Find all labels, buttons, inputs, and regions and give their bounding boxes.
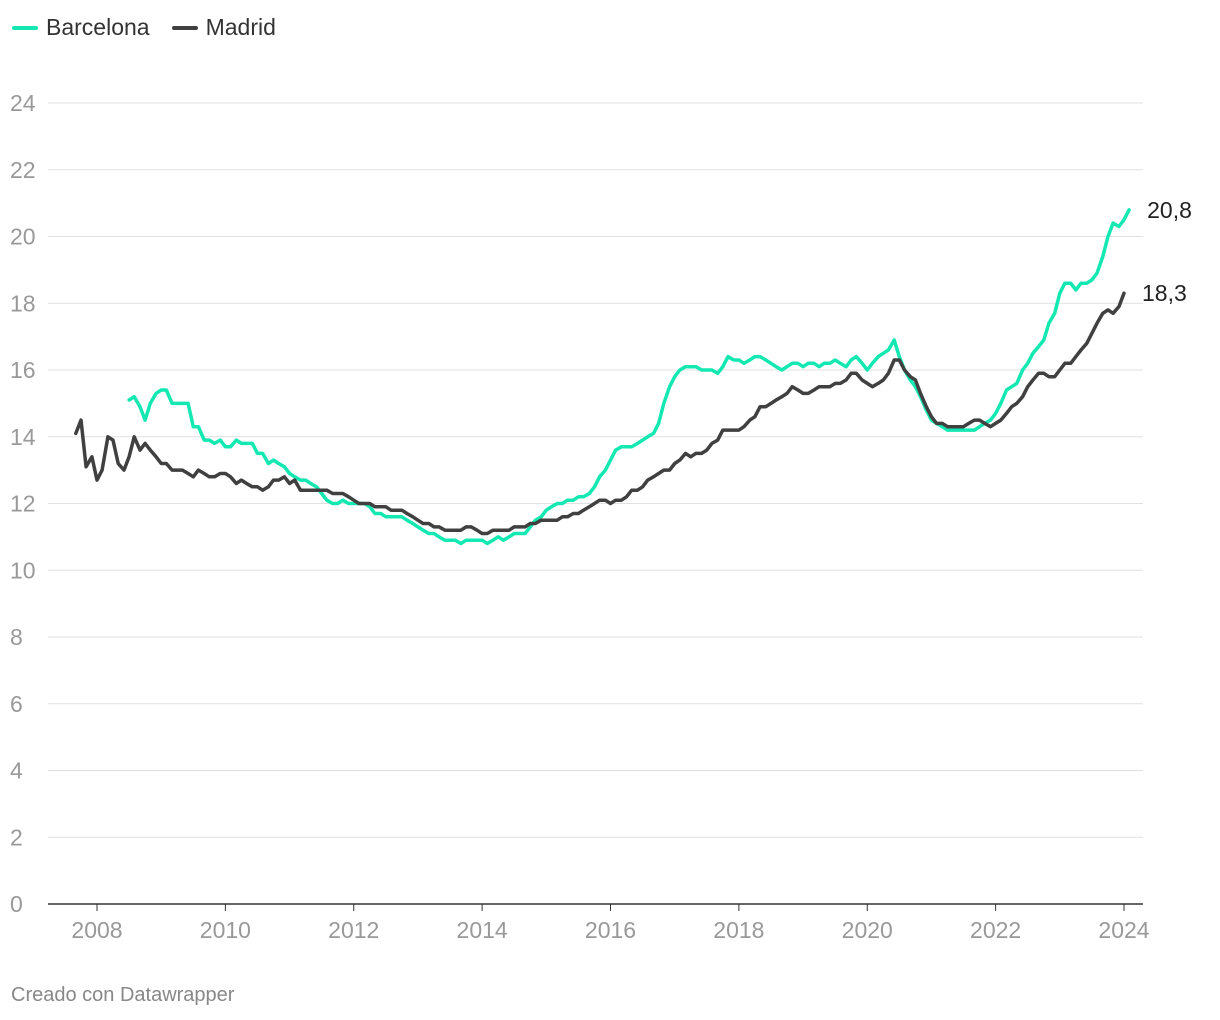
x-tick-label: 2010 xyxy=(200,917,251,943)
end-label-madrid: 18,3 xyxy=(1142,280,1187,306)
y-tick-label: 4 xyxy=(10,758,23,784)
x-tick-label: 2020 xyxy=(842,917,893,943)
y-tick-label: 12 xyxy=(10,491,36,517)
x-tick-label: 2022 xyxy=(970,917,1021,943)
legend-label-barcelona: Barcelona xyxy=(46,14,150,40)
series-line-madrid xyxy=(74,291,1126,536)
series-line-barcelona xyxy=(127,208,1131,546)
legend: Barcelona Madrid xyxy=(12,14,276,41)
footer-credit: Creado con Datawrapper xyxy=(11,984,235,1006)
y-tick-label: 0 xyxy=(10,891,23,917)
y-tick-label: 22 xyxy=(10,157,36,183)
x-tick-label: 2018 xyxy=(713,917,764,943)
x-tick-label: 2016 xyxy=(585,917,636,943)
y-tick-label: 8 xyxy=(10,624,23,650)
end-labels: 20,8 18,3 xyxy=(1142,197,1192,306)
y-tick-label: 18 xyxy=(10,290,36,316)
x-tick-label: 2014 xyxy=(457,917,508,943)
x-tick-label: 2012 xyxy=(328,917,379,943)
y-tick-label: 10 xyxy=(10,557,36,583)
legend-swatch-madrid xyxy=(171,25,198,30)
x-tick-label: 2008 xyxy=(71,917,122,943)
y-tick-label: 20 xyxy=(10,224,36,250)
legend-item-barcelona: Barcelona xyxy=(12,14,150,41)
x-axis-ticks: 2008 2010 2012 2014 2016 2018 2020 2022 2024 xyxy=(71,904,1150,943)
y-tick-label: 2 xyxy=(10,824,23,850)
y-tick-label: 14 xyxy=(10,424,36,450)
x-tick-label: 2024 xyxy=(1098,917,1149,943)
y-tick-label: 6 xyxy=(10,691,23,717)
end-label-barcelona: 20,8 xyxy=(1147,197,1192,223)
legend-label-madrid: Madrid xyxy=(205,14,276,40)
y-tick-label: 24 xyxy=(10,90,36,116)
series-lines xyxy=(74,208,1131,546)
y-tick-label: 16 xyxy=(10,357,36,383)
legend-item-madrid: Madrid xyxy=(171,14,276,41)
legend-swatch-barcelona xyxy=(12,25,38,30)
grid-lines xyxy=(48,102,1143,905)
